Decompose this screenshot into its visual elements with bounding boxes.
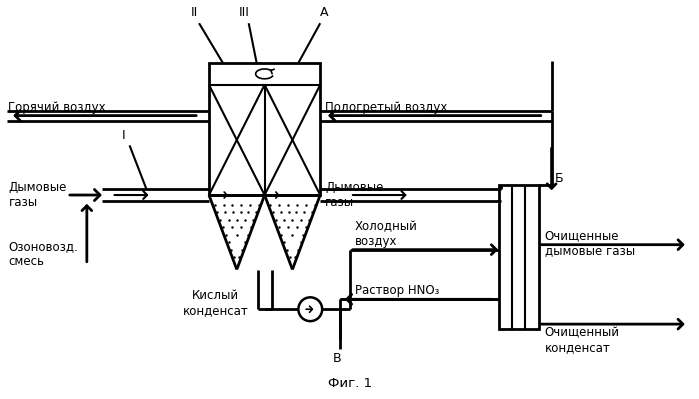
- Bar: [209, 63, 320, 195]
- Text: Б: Б: [554, 172, 563, 185]
- Text: Кислый
конденсат: Кислый конденсат: [183, 289, 249, 317]
- Text: Очищенные
дымовые газы: Очищенные дымовые газы: [545, 229, 635, 257]
- Text: I: I: [122, 129, 125, 142]
- Text: Подогретый воздух: Подогретый воздух: [325, 101, 447, 114]
- Text: Раствор HNO₃: Раствор HNO₃: [355, 284, 440, 297]
- Bar: [499, 185, 539, 329]
- Text: Горячий воздух: Горячий воздух: [8, 101, 106, 114]
- Text: Холодный
воздух: Холодный воздух: [355, 220, 418, 248]
- Text: Озоновозд.
смесь: Озоновозд. смесь: [8, 240, 78, 268]
- Text: В: В: [333, 352, 341, 365]
- Text: II: II: [190, 6, 198, 19]
- Text: A: A: [320, 6, 329, 19]
- Text: Очищенный
конденсат: Очищенный конденсат: [545, 326, 619, 354]
- Text: III: III: [238, 6, 249, 19]
- Text: Дымовые
газы: Дымовые газы: [8, 181, 67, 209]
- Text: Дымовые
газы: Дымовые газы: [325, 181, 384, 209]
- Text: Фиг. 1: Фиг. 1: [328, 377, 372, 390]
